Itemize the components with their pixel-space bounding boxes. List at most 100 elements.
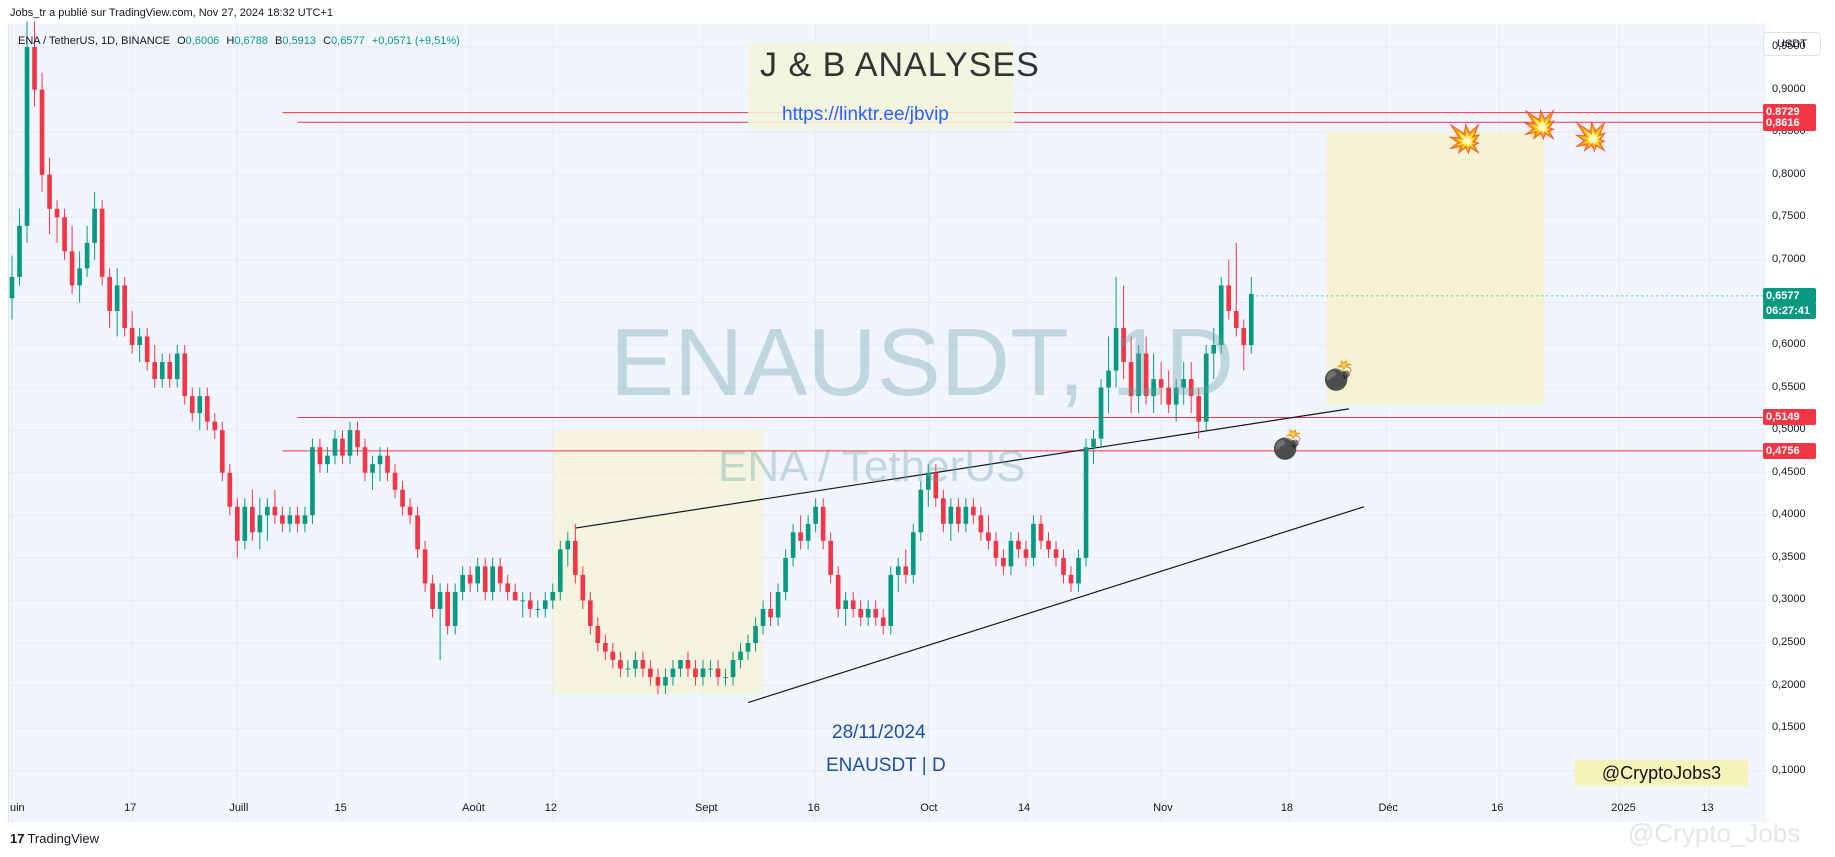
candle-body xyxy=(340,438,345,456)
candle-body xyxy=(843,600,849,609)
candle-body xyxy=(850,600,856,609)
candle-body xyxy=(873,608,879,618)
candle-body xyxy=(941,498,946,524)
candle-body xyxy=(1076,557,1081,584)
candle-body xyxy=(242,506,248,541)
candle-body xyxy=(978,515,984,533)
candle-body xyxy=(204,396,210,422)
candle-body xyxy=(460,574,465,592)
candle-body xyxy=(17,225,22,277)
price-tick: 0,2000 xyxy=(1772,678,1806,691)
candle-body xyxy=(189,396,195,414)
candle-body xyxy=(993,540,999,558)
candle-body xyxy=(325,455,330,465)
time-tick: 15 xyxy=(334,802,347,814)
candle-body xyxy=(708,668,713,670)
candle-body xyxy=(700,668,706,678)
price-tick: 0,6000 xyxy=(1772,338,1806,351)
time-tick: 17 xyxy=(124,802,137,814)
candle-body xyxy=(1218,285,1224,346)
currency-button[interactable]: USDT xyxy=(1763,32,1821,56)
candle-body xyxy=(250,506,255,533)
price-tick: 0,9500 xyxy=(1772,40,1806,53)
candle-body xyxy=(820,506,826,541)
title-box xyxy=(748,42,1014,130)
candle-body xyxy=(24,47,30,226)
candle-body xyxy=(302,515,308,524)
candle-body xyxy=(813,506,818,524)
candle-body xyxy=(640,660,646,669)
trendline-lower xyxy=(747,506,1365,704)
symbol-watermark-sub: ENA / TetherUS xyxy=(718,442,1026,491)
candle-body xyxy=(332,438,338,456)
candle-body xyxy=(805,523,811,541)
candle-body xyxy=(174,353,180,380)
candle-body xyxy=(1248,293,1254,346)
candle-body xyxy=(565,540,571,550)
candle-body xyxy=(347,430,353,456)
candle-body xyxy=(234,506,240,541)
candle-body xyxy=(310,447,315,516)
candle-body xyxy=(971,506,976,516)
candle-body xyxy=(693,668,698,678)
time-tick: Juill xyxy=(229,802,249,814)
candle-body xyxy=(1023,549,1029,558)
candle-body xyxy=(272,506,278,516)
time-tick: 16 xyxy=(1491,802,1504,814)
candle-body xyxy=(1068,574,1074,584)
candle-body xyxy=(903,566,909,575)
candle-body xyxy=(317,447,323,465)
level-price-label: 0,8616 xyxy=(1763,115,1816,132)
candle-body xyxy=(1031,523,1036,558)
low-label: B xyxy=(275,35,283,47)
candle-body xyxy=(986,532,991,541)
candle-body xyxy=(475,566,480,584)
price-tick: 0,3000 xyxy=(1772,593,1806,606)
candle-body xyxy=(625,668,631,670)
accumulation-zone xyxy=(552,430,764,695)
candle-body xyxy=(1166,387,1171,405)
candle-body xyxy=(77,268,82,286)
analysis-link[interactable]: https://linktr.ee/jbvip xyxy=(782,104,949,125)
explosion-icon: 💥 xyxy=(1447,123,1482,154)
analysis-date: 28/11/2024 xyxy=(832,722,926,743)
candle-body xyxy=(910,532,916,575)
candle-body xyxy=(152,362,158,380)
candle-body xyxy=(1136,353,1141,397)
candle-body xyxy=(159,362,165,380)
time-tick: 16 xyxy=(807,802,820,814)
explosion-icon: 💥 xyxy=(1573,121,1608,152)
candle-body xyxy=(587,600,593,626)
target-zone xyxy=(1326,132,1545,405)
candle-body xyxy=(1053,549,1059,558)
candle-body xyxy=(738,651,743,661)
candle-body xyxy=(385,455,390,473)
candle-body xyxy=(1196,396,1202,422)
candle-body xyxy=(775,591,781,618)
price-tick: 0,7500 xyxy=(1772,210,1806,223)
time-tick: Août xyxy=(462,802,485,814)
candle-body xyxy=(422,549,428,584)
price-tick: 0,2500 xyxy=(1772,636,1806,648)
change-value: +0,0571 (+9,51%) xyxy=(371,35,460,47)
candle-body xyxy=(114,285,120,311)
candle-body xyxy=(355,430,360,448)
candle-body xyxy=(535,608,541,610)
candle-body xyxy=(542,600,548,609)
candle-body xyxy=(482,566,488,592)
author-handle: @CryptoJobs3 xyxy=(1575,760,1748,786)
explosion-icon: 💥 xyxy=(1522,109,1557,140)
ohlc-legend[interactable]: ENA / TetherUS, 1D, BINANCE O0,6006 H0,6… xyxy=(18,35,460,47)
candle-body xyxy=(295,515,300,524)
candle-body xyxy=(963,506,969,524)
time-tick: 12 xyxy=(544,802,558,814)
candle-body xyxy=(265,506,270,516)
candle-body xyxy=(39,89,45,175)
candle-body xyxy=(895,566,901,575)
tradingview-logo[interactable]: 17 TradingView xyxy=(10,831,99,846)
candle-body xyxy=(745,643,751,652)
candle-body xyxy=(167,362,173,380)
candle-body xyxy=(715,668,721,678)
candle-body xyxy=(92,208,97,243)
